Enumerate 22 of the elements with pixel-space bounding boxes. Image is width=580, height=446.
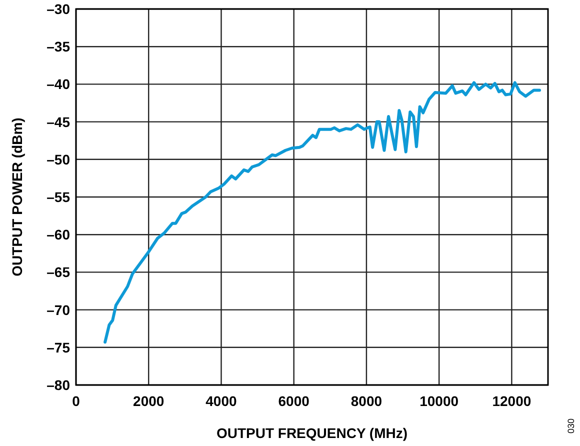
y-tick-label: –55 xyxy=(46,189,70,205)
x-tick-label: 0 xyxy=(72,393,80,409)
x-tick-label: 12000 xyxy=(492,393,532,409)
x-tick-label: 6000 xyxy=(278,393,310,409)
y-tick-label: –65 xyxy=(46,264,70,280)
y-tick-label: –80 xyxy=(46,377,70,393)
x-tick-label: 10000 xyxy=(420,393,459,409)
x-tick-label: 8000 xyxy=(350,393,382,409)
x-tick-label: 2000 xyxy=(133,393,164,409)
x-tick-label: 4000 xyxy=(206,393,238,409)
x-axis-title: OUTPUT FREQUENCY (MHz) xyxy=(216,425,408,441)
y-tick-label: –45 xyxy=(46,114,70,130)
y-tick-label: –75 xyxy=(46,339,70,356)
line-series xyxy=(104,81,542,344)
text: 030 xyxy=(566,418,576,434)
y-tick-label: –40 xyxy=(46,76,70,92)
y-axis-title: OUTPUT POWER (dBm) xyxy=(9,118,25,276)
y-tick-label: –70 xyxy=(46,302,70,318)
y-tick-label: –30 xyxy=(46,1,70,17)
y-tick-label: –50 xyxy=(46,151,70,168)
y-tick-label: –35 xyxy=(46,38,70,55)
y-tick-label: –60 xyxy=(46,226,70,243)
